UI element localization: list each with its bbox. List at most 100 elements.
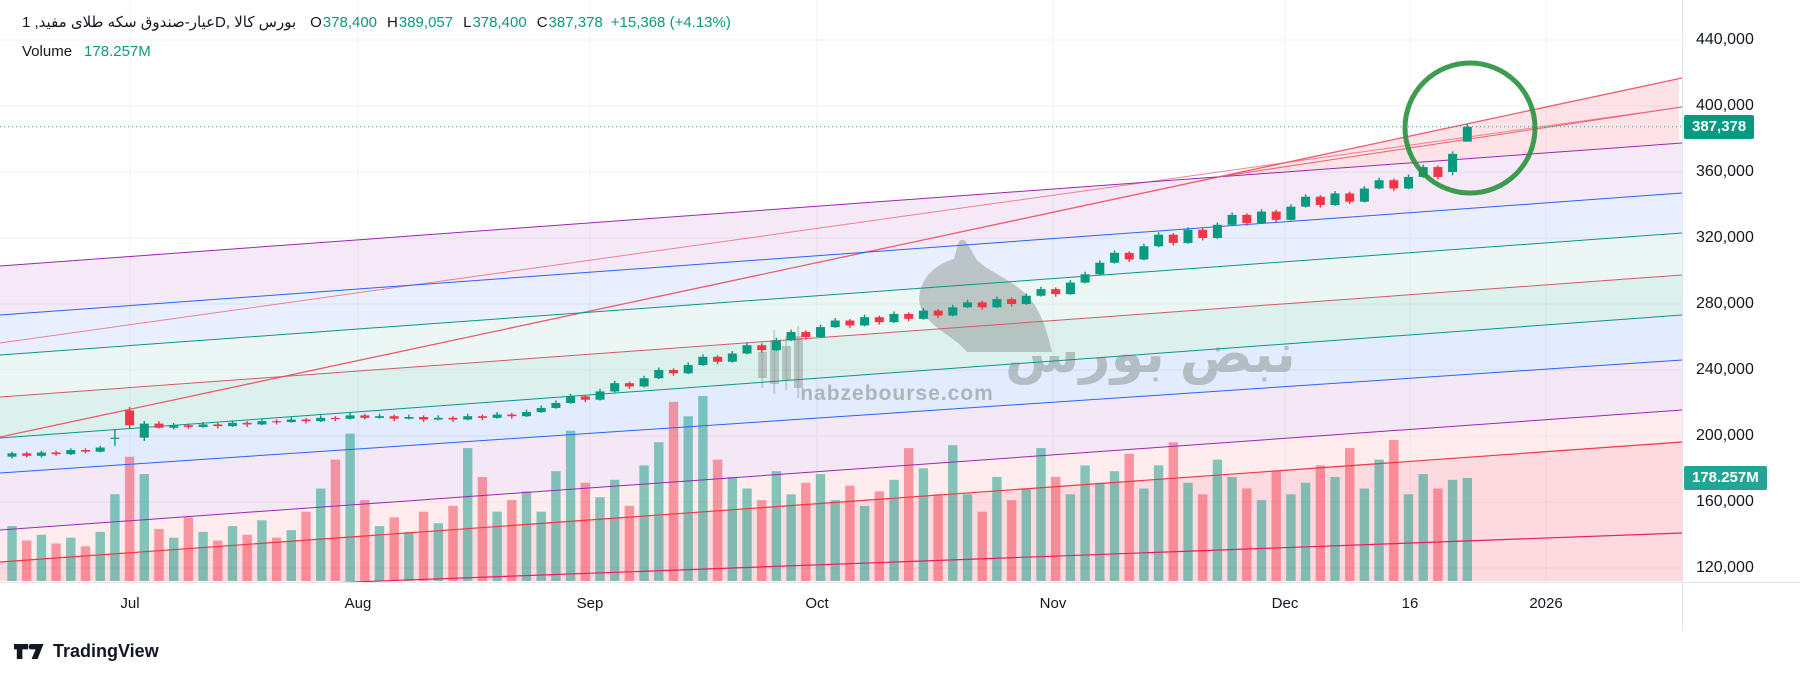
candle-body[interactable] xyxy=(992,299,1002,308)
volume-bar[interactable] xyxy=(66,537,76,581)
volume-bar[interactable] xyxy=(918,468,929,581)
volume-row[interactable]: Volume 178.257M xyxy=(22,42,731,62)
candle-body[interactable] xyxy=(66,450,76,455)
candle-body[interactable] xyxy=(1389,180,1399,189)
tradingview-brand-text[interactable]: TradingView xyxy=(53,641,159,661)
volume-bar[interactable] xyxy=(1242,488,1252,581)
volume-bar[interactable] xyxy=(7,526,17,581)
interval-label[interactable]: D, xyxy=(215,14,231,31)
candle-body[interactable] xyxy=(51,452,61,455)
volume-bar[interactable] xyxy=(51,543,61,581)
volume-bar[interactable] xyxy=(698,396,708,581)
tradingview-logo[interactable]: TradingView xyxy=(14,641,159,662)
candle-body[interactable] xyxy=(198,424,208,427)
volume-bar[interactable] xyxy=(1124,453,1134,581)
volume-bar[interactable] xyxy=(565,430,576,581)
volume-bar[interactable] xyxy=(433,523,443,581)
candle-body[interactable] xyxy=(257,421,267,425)
candle-body[interactable] xyxy=(551,403,561,408)
volume-bar[interactable] xyxy=(404,531,414,581)
candle-body[interactable] xyxy=(1462,126,1472,142)
blue-lower-trendline[interactable] xyxy=(0,359,1682,474)
volume-bar[interactable] xyxy=(948,445,958,581)
chart-plot-area[interactable]: نبض بورس nabzebourse.com xyxy=(0,0,1682,582)
volume-bar[interactable] xyxy=(1036,448,1046,581)
candle-body[interactable] xyxy=(1242,214,1252,224)
volume-bar[interactable] xyxy=(845,485,855,581)
candle-body[interactable] xyxy=(507,414,517,417)
volume-bar[interactable] xyxy=(492,511,502,581)
purple-lower-trendline[interactable] xyxy=(0,409,1682,531)
volume-bar[interactable] xyxy=(448,505,458,581)
candle-body[interactable] xyxy=(757,345,767,351)
volume-bar[interactable] xyxy=(1183,482,1193,581)
volume-bar[interactable] xyxy=(889,479,899,581)
candle-body[interactable] xyxy=(904,313,914,319)
red-channel-mid-trendline[interactable] xyxy=(0,106,1682,344)
volume-bar[interactable] xyxy=(1315,465,1325,581)
candle-body[interactable] xyxy=(1330,193,1340,205)
volume-bar[interactable] xyxy=(1021,488,1031,581)
volume-bar[interactable] xyxy=(904,448,914,581)
teal-upper-trendline[interactable] xyxy=(0,232,1682,356)
candle-body[interactable] xyxy=(477,416,487,418)
candle-body[interactable] xyxy=(316,417,326,422)
volume-bar[interactable] xyxy=(1433,488,1443,581)
candle-body[interactable] xyxy=(977,302,987,308)
volume-bar[interactable] xyxy=(551,471,561,581)
candle-body[interactable] xyxy=(771,340,781,351)
candle-body[interactable] xyxy=(1154,234,1164,247)
candle-body[interactable] xyxy=(110,437,120,439)
candle-body[interactable] xyxy=(1110,252,1119,263)
candle-body[interactable] xyxy=(183,425,193,427)
volume-bar[interactable] xyxy=(1300,482,1311,581)
candle-body[interactable] xyxy=(698,356,708,366)
volume-bar[interactable] xyxy=(286,530,296,581)
volume-bar[interactable] xyxy=(1227,476,1237,581)
volume-bar[interactable] xyxy=(463,448,473,581)
volume-bar[interactable] xyxy=(830,500,840,581)
red-wedge-inner-line[interactable] xyxy=(1216,106,1682,178)
volume-bar[interactable] xyxy=(962,494,973,581)
volume-bar[interactable] xyxy=(154,528,164,581)
candle-body[interactable] xyxy=(1007,299,1017,304)
volume-bar[interactable] xyxy=(1374,459,1384,581)
volume-bar[interactable] xyxy=(1168,442,1178,581)
volume-bar[interactable] xyxy=(36,534,47,581)
volume-bar[interactable] xyxy=(227,526,238,581)
volume-bar[interactable] xyxy=(654,442,664,581)
candle-body[interactable] xyxy=(169,425,179,428)
candle-body[interactable] xyxy=(125,410,135,426)
candle-body[interactable] xyxy=(1080,274,1090,283)
volume-bar[interactable] xyxy=(507,500,517,581)
volume-bar[interactable] xyxy=(1389,439,1399,581)
volume-bar[interactable] xyxy=(242,534,252,581)
candle-body[interactable] xyxy=(1227,214,1237,225)
candle-body[interactable] xyxy=(1404,176,1413,189)
candle-body[interactable] xyxy=(786,332,796,341)
volume-bar[interactable] xyxy=(683,416,693,581)
candle-body[interactable] xyxy=(1124,252,1134,260)
candle-body[interactable] xyxy=(1065,282,1075,295)
volume-bar[interactable] xyxy=(360,500,370,581)
volume-bar[interactable] xyxy=(389,517,399,581)
volume-bar[interactable] xyxy=(169,537,179,581)
volume-bar[interactable] xyxy=(1359,488,1370,581)
volume-bar[interactable] xyxy=(139,474,149,581)
volume-bar[interactable] xyxy=(668,401,679,581)
candle-body[interactable] xyxy=(301,419,311,422)
candle-body[interactable] xyxy=(1095,262,1105,275)
candle-body[interactable] xyxy=(683,365,693,374)
candle-body[interactable] xyxy=(610,383,620,392)
volume-bar[interactable] xyxy=(1051,476,1061,581)
candle-body[interactable] xyxy=(522,412,531,417)
red-median-trendline[interactable] xyxy=(0,274,1682,398)
time-axis[interactable]: Jul Aug Sep Oct Nov Dec 16 2026 xyxy=(0,582,1682,632)
price-badge[interactable]: 387,378 xyxy=(1684,115,1755,139)
candle-body[interactable] xyxy=(95,447,105,452)
candle-body[interactable] xyxy=(345,415,355,419)
volume-bar[interactable] xyxy=(1095,482,1105,581)
volume-bar[interactable] xyxy=(1256,500,1267,581)
volume-bar[interactable] xyxy=(80,546,91,581)
candle-body[interactable] xyxy=(1198,229,1208,238)
